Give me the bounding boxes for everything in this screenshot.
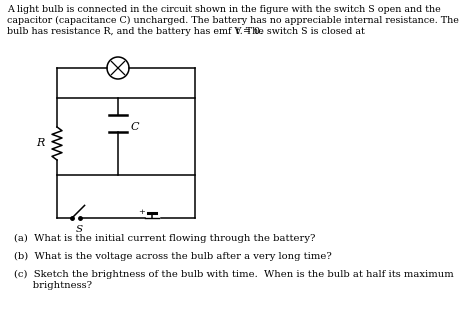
Text: C: C xyxy=(131,123,139,133)
Text: A light bulb is connected in the circuit shown in the figure with the switch S o: A light bulb is connected in the circuit… xyxy=(7,5,441,14)
Text: (b)  What is the voltage across the bulb after a very long time?: (b) What is the voltage across the bulb … xyxy=(14,252,332,261)
Text: S: S xyxy=(76,225,83,234)
Text: R: R xyxy=(36,138,45,149)
Text: brightness?: brightness? xyxy=(14,281,92,290)
Text: bulb has resistance R, and the battery has emf V. The switch S is closed at: bulb has resistance R, and the battery h… xyxy=(7,27,365,36)
Text: = 0.: = 0. xyxy=(240,27,263,36)
Text: t: t xyxy=(233,27,240,36)
Text: (a)  What is the initial current flowing through the battery?: (a) What is the initial current flowing … xyxy=(14,234,315,243)
Text: +: + xyxy=(138,208,146,216)
Text: capacitor (capacitance C) uncharged. The battery has no appreciable internal res: capacitor (capacitance C) uncharged. The… xyxy=(7,16,459,25)
Text: (c)  Sketch the brightness of the bulb with time.  When is the bulb at half its : (c) Sketch the brightness of the bulb wi… xyxy=(14,270,454,279)
